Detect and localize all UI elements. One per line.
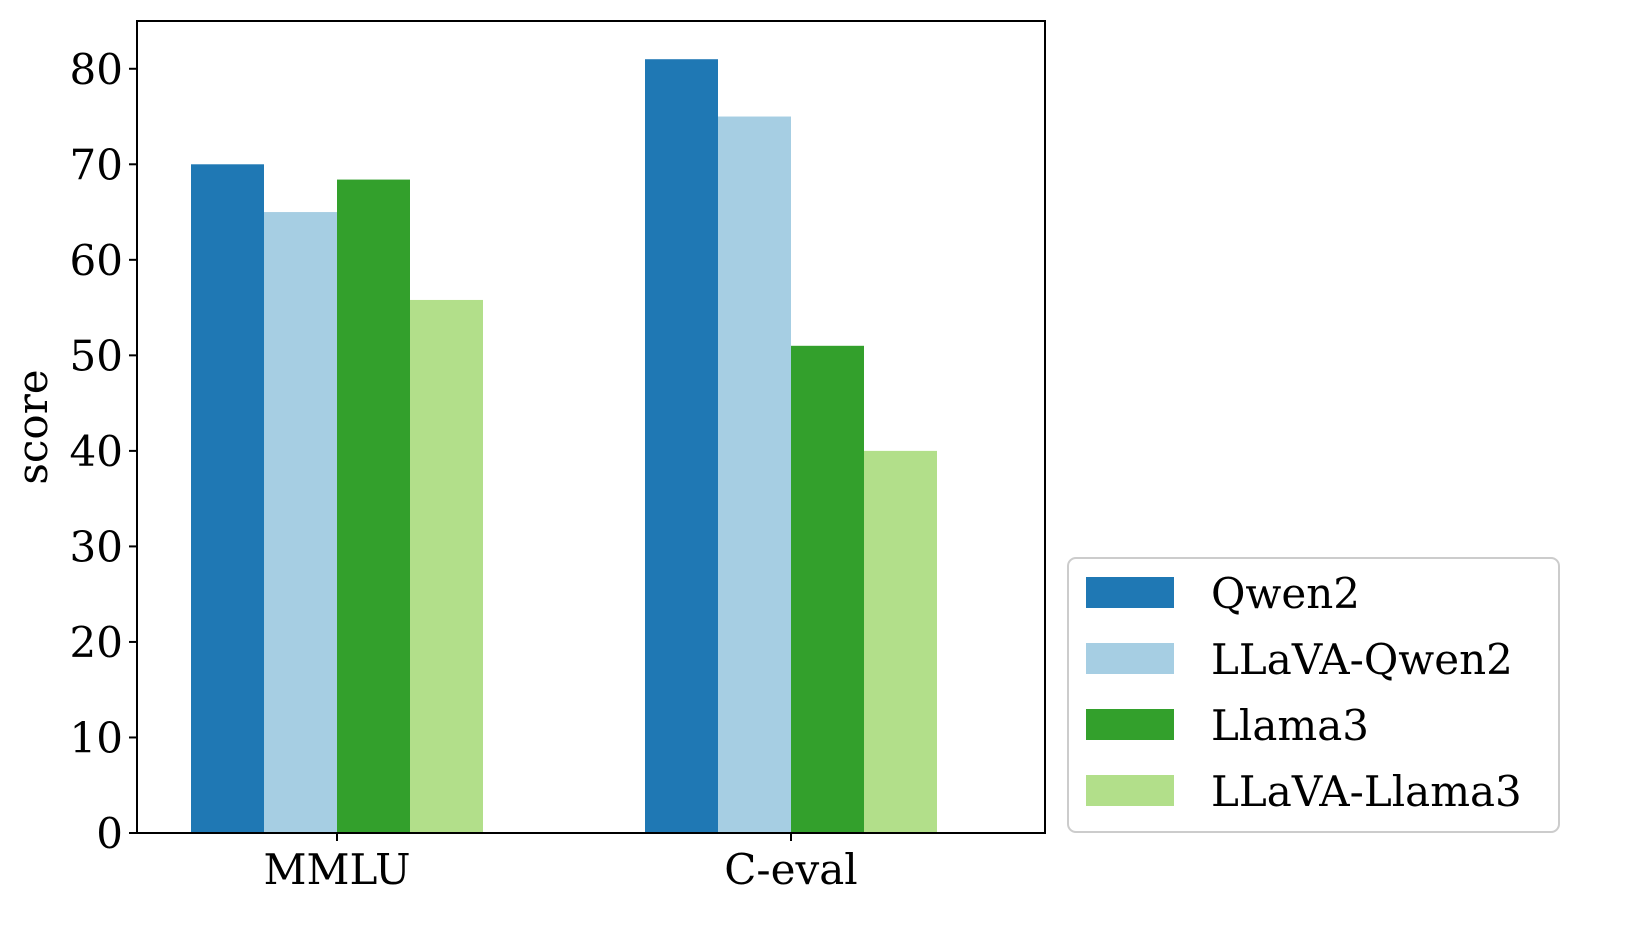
legend-swatch	[1086, 643, 1174, 674]
y-tick-label: 50	[70, 331, 123, 380]
bar-llava-llama3-c-eval	[864, 450, 937, 833]
y-tick-label: 40	[70, 427, 123, 476]
y-tick-label: 70	[70, 140, 123, 189]
legend-label: LLaVA-Llama3	[1211, 767, 1522, 816]
y-tick-label: 10	[70, 713, 123, 762]
legend: Qwen2 LLaVA-Qwen2 Llama3 LLaVA-Llama3	[1067, 557, 1560, 833]
y-tick-label: 30	[70, 522, 123, 571]
x-axis-ticks: MMLU C-eval	[264, 833, 858, 894]
bar-llava-llama3-mmlu	[410, 299, 483, 833]
y-axis-label: score	[8, 369, 57, 484]
bar-qwen2-mmlu	[191, 164, 264, 833]
x-tick-label: MMLU	[264, 845, 411, 894]
y-tick-label: 60	[70, 236, 123, 285]
y-tick-label: 80	[70, 45, 123, 94]
legend-swatch	[1086, 775, 1174, 806]
legend-label: LLaVA-Qwen2	[1211, 635, 1513, 684]
bar-llama3-mmlu	[337, 179, 410, 833]
legend-swatch	[1086, 577, 1174, 608]
y-axis-ticks: 0 10 20 30 40 50 60 70 80	[70, 45, 137, 858]
bar-llava-qwen2-c-eval	[718, 116, 791, 833]
bar-llama3-c-eval	[791, 345, 864, 833]
legend-frame	[1067, 557, 1560, 833]
bar-qwen2-c-eval	[645, 59, 718, 833]
y-tick-label: 20	[70, 618, 123, 667]
y-tick-label: 0	[96, 809, 123, 858]
plot-area-frame	[136, 20, 1046, 834]
legend-swatch	[1086, 709, 1174, 740]
legend-label: Llama3	[1211, 701, 1369, 750]
legend-label: Qwen2	[1211, 569, 1360, 618]
bar-llava-qwen2-mmlu	[264, 212, 337, 833]
x-tick-label: C-eval	[724, 845, 857, 894]
bars-group	[191, 59, 937, 833]
